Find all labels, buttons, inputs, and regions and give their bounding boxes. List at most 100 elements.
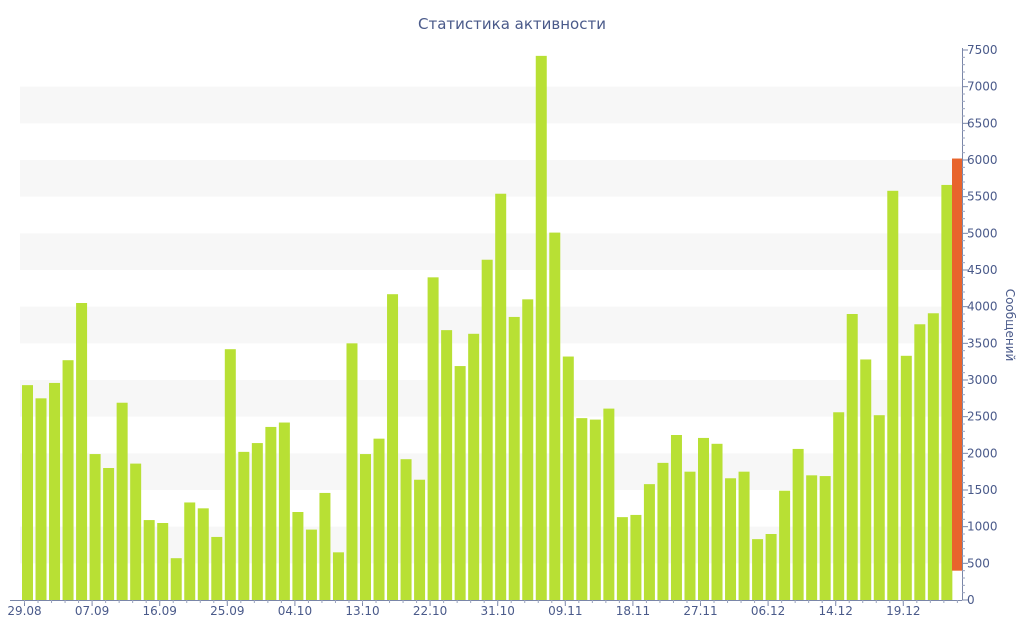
- bar: [941, 184, 953, 600]
- bar: [373, 438, 385, 600]
- bar: [508, 316, 520, 600]
- bar: [495, 193, 507, 600]
- y-tick-label: 2500: [967, 410, 998, 424]
- bar: [468, 333, 480, 600]
- x-tick-label: 27.11: [683, 604, 717, 618]
- bar: [116, 402, 128, 600]
- bar: [589, 419, 601, 600]
- x-tick-label: 04.10: [278, 604, 312, 618]
- y-tick-label: 500: [967, 556, 990, 570]
- bar: [62, 360, 74, 600]
- bar: [643, 484, 655, 600]
- bar: [89, 454, 101, 600]
- y-tick-label: 5500: [967, 190, 998, 204]
- bar: [887, 190, 899, 601]
- bar: [765, 534, 777, 600]
- bar: [346, 343, 358, 600]
- grid-band: [20, 86, 962, 124]
- y-tick-label: 1500: [967, 483, 998, 497]
- bar: [360, 454, 371, 600]
- y-tick-label: 4000: [967, 300, 998, 314]
- bar: [806, 475, 818, 600]
- bar: [603, 408, 615, 600]
- y-tick-label: 6500: [967, 116, 998, 130]
- bar: [819, 476, 831, 600]
- bar: [35, 398, 47, 600]
- bar: [76, 303, 88, 600]
- bar: [238, 451, 250, 600]
- bar: [305, 529, 317, 600]
- bar: [184, 502, 196, 600]
- y-tick-label: 3500: [967, 336, 998, 350]
- bar: [292, 512, 304, 600]
- x-tick-label: 29.08: [7, 604, 41, 618]
- bar: [562, 356, 574, 600]
- bar: [427, 277, 439, 600]
- bar: [278, 422, 290, 600]
- bar: [211, 536, 223, 600]
- y-tick-label: 3000: [967, 373, 998, 387]
- bar: [22, 385, 33, 600]
- x-tick-label: 13.10: [345, 604, 379, 618]
- bar: [779, 490, 791, 600]
- bar: [900, 355, 912, 600]
- bar: [711, 443, 723, 600]
- bar: [49, 382, 61, 600]
- x-tick-label: 31.10: [481, 604, 515, 618]
- y-tick-label: 0: [967, 593, 975, 607]
- bar: [860, 359, 872, 600]
- bar: [522, 299, 534, 600]
- bar: [441, 330, 453, 600]
- x-tick-label: 25.09: [210, 604, 244, 618]
- bar: [846, 314, 858, 600]
- bar: [684, 471, 696, 600]
- chart-title: Статистика активности: [418, 15, 606, 33]
- x-tick-label: 19.12: [886, 604, 920, 618]
- x-tick-label: 06.12: [751, 604, 785, 618]
- bar: [792, 448, 804, 600]
- x-tick-label: 16.09: [143, 604, 177, 618]
- y-tick-label: 5000: [967, 226, 998, 240]
- y-tick-label: 4500: [967, 263, 998, 277]
- x-tick-label: 07.09: [75, 604, 109, 618]
- bar: [400, 459, 412, 600]
- y-tick-label: 7500: [967, 43, 998, 57]
- bar: [535, 55, 547, 601]
- bar: [725, 478, 737, 600]
- y-tick-label: 1000: [967, 520, 998, 534]
- y-tick-label: 2000: [967, 446, 998, 460]
- bar: [387, 294, 399, 600]
- bar: [130, 463, 142, 600]
- bar: [414, 479, 426, 600]
- bar: [224, 349, 236, 600]
- y-tick-label: 6000: [967, 153, 998, 167]
- bar: [157, 523, 169, 600]
- bar: [197, 508, 209, 600]
- y-axis-title: Сообщений: [1003, 289, 1017, 362]
- bar: [927, 313, 939, 600]
- bar: [738, 471, 750, 600]
- bar: [454, 366, 466, 600]
- bar: [698, 437, 709, 600]
- grid-band: [20, 160, 962, 197]
- bar: [481, 259, 493, 600]
- bar: [670, 435, 682, 600]
- x-tick-label: 22.10: [413, 604, 447, 618]
- bar: [576, 418, 588, 600]
- x-tick-label: 18.11: [616, 604, 650, 618]
- bar: [873, 415, 885, 600]
- bar: [265, 426, 277, 600]
- bar: [332, 552, 344, 600]
- bar: [170, 558, 182, 600]
- bar: [630, 514, 642, 600]
- bar: [319, 492, 331, 600]
- x-tick-label: 14.12: [819, 604, 853, 618]
- bar: [616, 517, 628, 600]
- y-tick-label: 7000: [967, 80, 998, 94]
- x-tick-label: 09.11: [548, 604, 582, 618]
- bar: [752, 539, 764, 600]
- bar: [657, 462, 669, 600]
- bar: [143, 520, 155, 600]
